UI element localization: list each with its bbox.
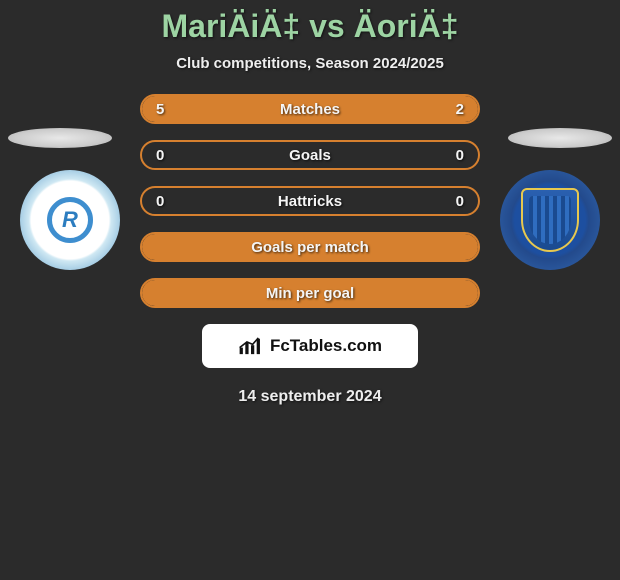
- club-badge-right: [500, 170, 600, 270]
- player-avatar-right: [508, 128, 612, 148]
- source-badge[interactable]: FcTables.com: [202, 324, 418, 368]
- match-date: 14 september 2024: [0, 388, 620, 406]
- stat-value-left: 0: [156, 147, 164, 164]
- stat-row: Min per goal: [140, 278, 480, 308]
- stat-label: Min per goal: [266, 285, 354, 302]
- player-avatar-left: [8, 128, 112, 148]
- stat-row: 0 Hattricks 0: [140, 186, 480, 216]
- stat-fill-left: [142, 96, 382, 122]
- stats-container: 5 Matches 2 0 Goals 0 0 Hattricks 0 Goals per mat…: [140, 94, 480, 308]
- club-badge-left-letter: R: [47, 197, 93, 243]
- stat-label: Goals per match: [251, 239, 369, 256]
- club-badge-right-shield: [521, 188, 579, 252]
- stat-label: Matches: [280, 101, 340, 118]
- stat-value-left: 5: [156, 101, 164, 118]
- page-subtitle: Club competitions, Season 2024/2025: [0, 55, 620, 72]
- stat-row: 5 Matches 2: [140, 94, 480, 124]
- club-badge-right-stripes: [529, 196, 571, 244]
- stat-value-right: 2: [456, 101, 464, 118]
- stat-value-right: 0: [456, 147, 464, 164]
- stat-label: Goals: [289, 147, 331, 164]
- club-badge-left: R: [20, 170, 120, 270]
- bar-chart-icon: [238, 336, 264, 356]
- stat-value-right: 0: [456, 193, 464, 210]
- stat-row: 0 Goals 0: [140, 140, 480, 170]
- page-title: MariÄiÄ‡ vs ÄoriÄ‡: [0, 0, 620, 45]
- stat-label: Hattricks: [278, 193, 342, 210]
- stat-row: Goals per match: [140, 232, 480, 262]
- stat-value-left: 0: [156, 193, 164, 210]
- source-label: FcTables.com: [270, 336, 382, 356]
